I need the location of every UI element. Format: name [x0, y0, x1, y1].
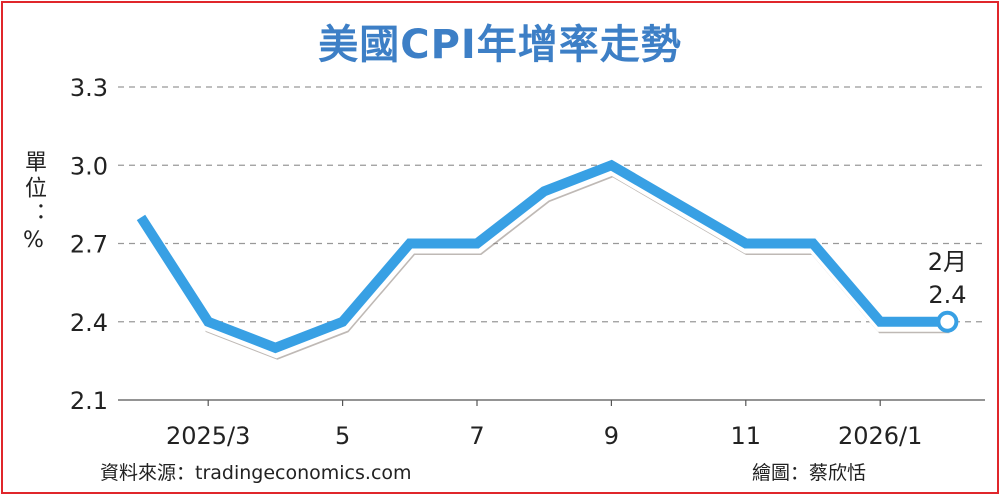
- x-tick-label: 2026/1: [838, 422, 922, 450]
- credit-note: 繪圖：蔡欣恬: [752, 462, 867, 484]
- latest-point-marker: [936, 310, 959, 333]
- annotation-month: 2月: [928, 248, 967, 276]
- x-tick-label: 2025/3: [166, 422, 250, 450]
- x-tick-label: 11: [731, 422, 762, 450]
- x-tick-label: 9: [604, 422, 619, 450]
- x-tick-label: 7: [469, 422, 484, 450]
- y-axis-label: 單位：%: [21, 150, 46, 257]
- chart-title: 美國CPI年增率走勢: [318, 22, 682, 68]
- y-tick-label: 2.4: [70, 309, 108, 337]
- y-tick-label: 3.0: [70, 152, 108, 180]
- y-tick-label: 2.1: [70, 387, 108, 415]
- y-tick-label: 3.3: [70, 74, 108, 102]
- x-tick-label: 5: [335, 422, 350, 450]
- annotation-value: 2.4: [928, 281, 966, 309]
- source-note: 資料來源：tradingeconomics.com: [100, 462, 412, 484]
- y-tick-label: 2.7: [70, 231, 108, 259]
- cpi-series-line: [136, 159, 948, 354]
